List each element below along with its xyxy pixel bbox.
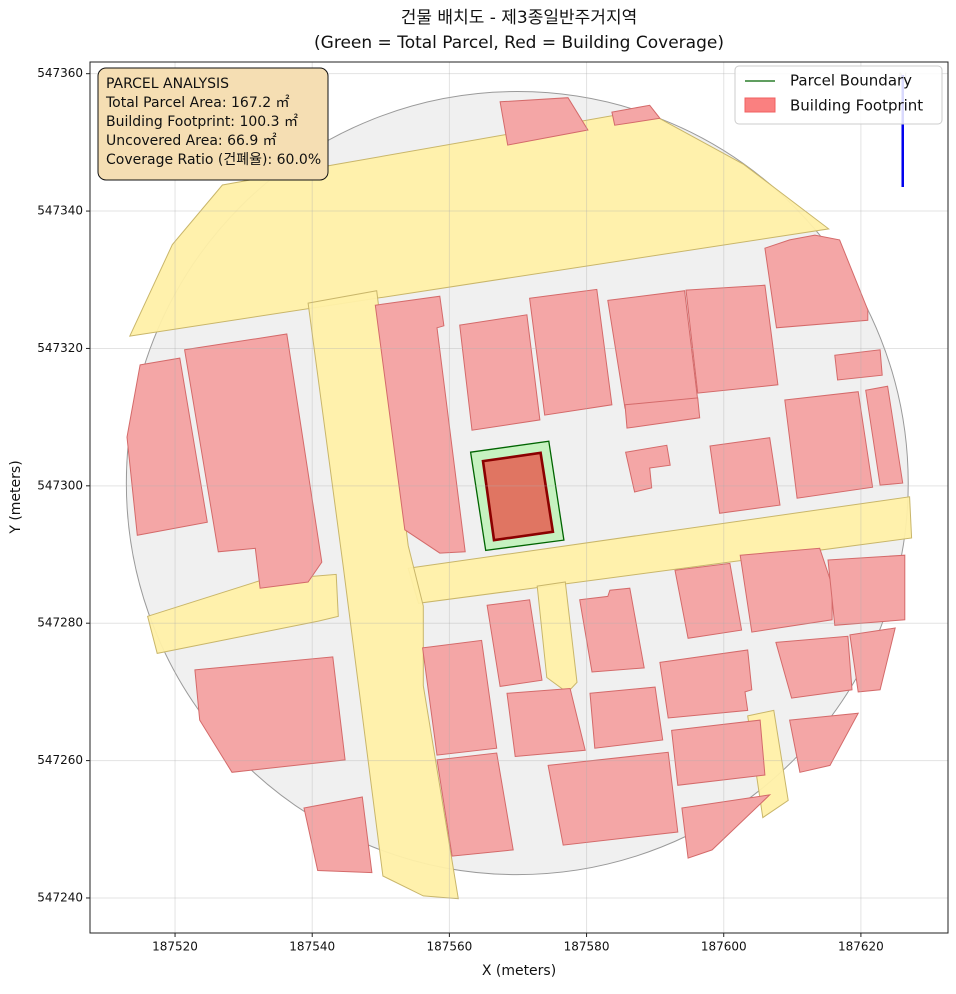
y-tick-label: 547260 bbox=[37, 753, 83, 767]
legend-box bbox=[734, 65, 943, 125]
building bbox=[374, 295, 466, 554]
building bbox=[194, 656, 346, 773]
road bbox=[128, 109, 830, 337]
building bbox=[436, 752, 514, 857]
y-tick-label: 547300 bbox=[37, 478, 83, 492]
building bbox=[459, 314, 541, 431]
building bbox=[739, 547, 833, 633]
y-tick-label: 547320 bbox=[37, 341, 83, 355]
building bbox=[547, 751, 679, 846]
building-footprint bbox=[481, 451, 555, 542]
building bbox=[589, 686, 664, 749]
info-line: Building Footprint: 100.3 ㎡ bbox=[106, 114, 298, 130]
building bbox=[834, 349, 883, 381]
legend-label: Building Footprint bbox=[790, 97, 923, 115]
building bbox=[674, 562, 743, 639]
building bbox=[486, 599, 543, 687]
x-tick-label: 187520 bbox=[152, 940, 198, 954]
overlay: 187520 187540 187560 187580 187600 187620 5472… bbox=[37, 65, 943, 954]
x-tick-label: 187540 bbox=[289, 940, 335, 954]
building bbox=[784, 391, 874, 499]
building bbox=[506, 687, 586, 758]
chart-subtitle: (Green = Total Parcel, Red = Building Co… bbox=[314, 33, 724, 53]
building bbox=[709, 437, 781, 514]
building bbox=[681, 794, 772, 859]
x-tick-label: 187560 bbox=[426, 940, 472, 954]
building bbox=[184, 333, 323, 589]
plot-frame bbox=[89, 61, 949, 934]
building bbox=[775, 635, 853, 699]
plot-area: N bbox=[90, 62, 948, 933]
building bbox=[764, 234, 869, 329]
info-box bbox=[97, 67, 329, 181]
x-axis-label: X (meters) bbox=[482, 963, 556, 979]
building bbox=[849, 627, 896, 693]
x-tick-label: 187620 bbox=[838, 940, 884, 954]
y-tick-label: 547360 bbox=[37, 66, 83, 80]
building bbox=[659, 649, 753, 719]
building bbox=[671, 719, 766, 786]
y-tick-label: 547240 bbox=[37, 890, 83, 904]
building bbox=[126, 357, 208, 536]
legend-label: Parcel Boundary bbox=[790, 72, 912, 90]
road bbox=[536, 581, 578, 694]
info-title: PARCEL ANALYSIS bbox=[106, 76, 229, 92]
building bbox=[789, 712, 860, 773]
info-line: Uncovered Area: 66.9 ㎡ bbox=[106, 133, 277, 149]
building bbox=[685, 284, 779, 394]
building bbox=[499, 97, 589, 146]
x-tick-label: 187600 bbox=[701, 940, 747, 954]
x-tick-label: 187580 bbox=[564, 940, 610, 954]
chart-title: 건물 배치도 - 제3종일반주거지역 bbox=[401, 8, 637, 28]
building bbox=[579, 587, 645, 673]
info-line: Coverage Ratio (건폐율): 60.0% bbox=[106, 152, 321, 168]
building bbox=[303, 796, 373, 874]
info-line: Total Parcel Area: 167.2 ㎡ bbox=[105, 95, 290, 111]
building bbox=[529, 288, 613, 416]
building bbox=[827, 554, 906, 626]
building bbox=[611, 104, 661, 126]
building bbox=[422, 639, 498, 756]
building bbox=[865, 385, 904, 486]
y-axis-label: Y (meters) bbox=[8, 460, 24, 534]
building bbox=[624, 397, 701, 429]
y-tick-label: 547340 bbox=[37, 204, 83, 218]
legend-swatch bbox=[744, 97, 776, 113]
y-tick-label: 547280 bbox=[37, 616, 83, 630]
building bbox=[624, 444, 671, 493]
